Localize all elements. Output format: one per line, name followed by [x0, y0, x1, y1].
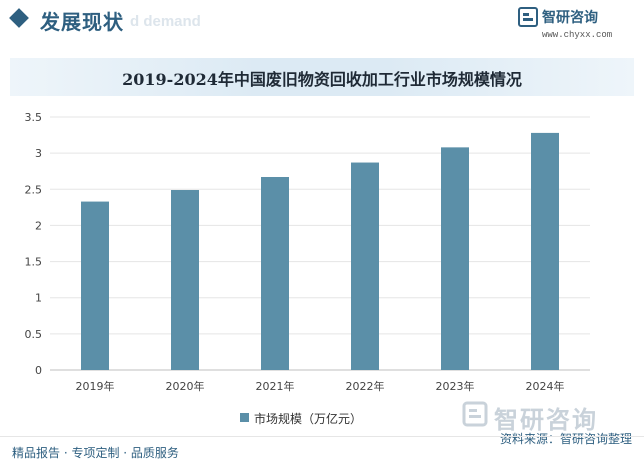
- bar: [351, 162, 379, 370]
- x-axis-ticks: 2019年 2020年 2021年 2022年 2023年 2024年: [76, 379, 565, 393]
- data-source: 资料来源：智研咨询整理: [499, 432, 632, 446]
- x-tick-label: 2024年: [526, 379, 565, 393]
- diamond-icon: [9, 8, 29, 28]
- chart-title: 2019-2024年中国废旧物资回收加工行业市场规模情况: [122, 70, 522, 89]
- x-tick-label: 2019年: [76, 379, 115, 393]
- brand: 智研咨询 www.chyxx.com: [518, 6, 628, 46]
- y-tick-label: 1: [35, 292, 42, 305]
- x-tick-label: 2021年: [256, 379, 295, 393]
- footer-divider: [0, 436, 644, 437]
- header-ghost-text: d demand: [130, 13, 201, 30]
- footer-slogan: 精品报告 · 专项定制 · 品质服务: [12, 446, 179, 460]
- section-title: 发展现状: [40, 10, 124, 34]
- legend-label: 市场规模（万亿元）: [254, 412, 363, 426]
- bar: [441, 147, 469, 370]
- y-tick-label: 2: [35, 219, 42, 232]
- y-axis-ticks: 0 0.5 1 1.5 2 2.5 3 3.5: [25, 111, 43, 377]
- header: d demand 发展现状 智研咨询 www.chyxx.com: [0, 0, 644, 44]
- legend-swatch: [240, 413, 249, 422]
- bar: [531, 132, 559, 370]
- bar-chart: 0 0.5 1 1.5 2 2.5 3 3.5 2019年 2020年 2021年 2022年 202…: [25, 111, 590, 393]
- bar: [81, 201, 109, 370]
- bars: [81, 132, 559, 370]
- footer-brand: 智研咨询: [462, 400, 642, 434]
- footer-logo-icon: [462, 401, 488, 427]
- y-tick-label: 3.5: [25, 111, 43, 124]
- brand-logo-icon: [518, 7, 538, 27]
- brand-name: 智研咨询: [542, 10, 598, 26]
- x-tick-label: 2022年: [346, 379, 385, 393]
- y-tick-label: 1.5: [25, 256, 43, 269]
- x-tick-label: 2023年: [436, 379, 475, 393]
- bar: [171, 190, 199, 370]
- y-tick-label: 3: [35, 147, 42, 160]
- x-tick-label: 2020年: [166, 379, 205, 393]
- y-tick-label: 0.5: [25, 328, 43, 341]
- brand-url: www.chyxx.com: [542, 30, 613, 40]
- y-tick-label: 2.5: [25, 183, 43, 196]
- grid-layer: [50, 116, 590, 371]
- chart-title-bar: 2019-2024年中国废旧物资回收加工行业市场规模情况: [10, 58, 634, 96]
- footer-brand-name: 智研咨询: [494, 406, 598, 434]
- bar: [261, 176, 289, 370]
- y-tick-label: 0: [35, 364, 42, 377]
